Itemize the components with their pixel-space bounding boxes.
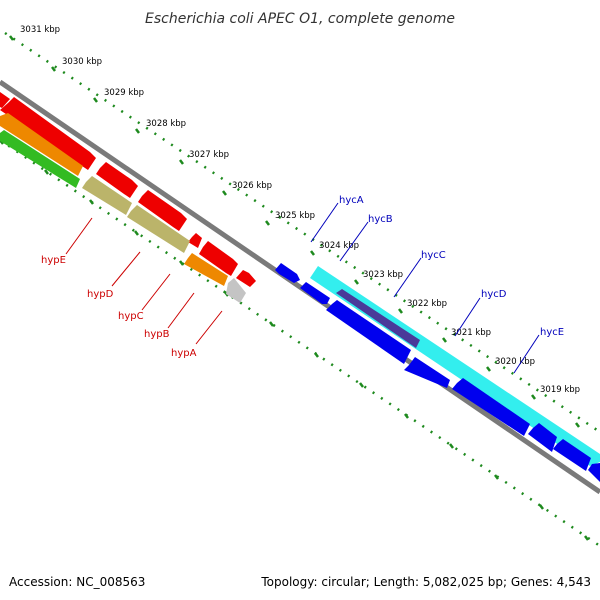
scale-label: 3024 kbp [319,241,359,251]
blue-gene-feature [588,463,600,482]
scale-label: 3021 kbp [451,328,491,338]
gene-labels-right: hycA hycB hycC hycD hycE [339,195,564,338]
blue-gene-feature [553,439,591,471]
scale-tick-inner [539,504,544,510]
red-gene-feature [138,190,187,231]
scale-label: 3030 kbp [62,57,102,67]
scale-label: 3026 kbp [232,181,272,191]
ruler-inner-dots [0,138,600,548]
leader-line [454,297,481,337]
map-title: Escherichia coli APEC O1, complete genom… [145,11,455,27]
scale-tick [222,190,227,196]
gene-label-hycE: hycE [540,327,564,338]
olive-gene-feature [82,176,132,215]
scale-label: 3023 kbp [363,270,403,280]
scale-tick-inner [449,443,454,449]
gene-label-hycB: hycB [368,214,393,225]
scale-label: 3025 kbp [275,211,315,221]
red-gene-feature [199,241,238,276]
scale-label: 3022 kbp [407,299,447,309]
gene-label-leaders [65,202,540,374]
leader-line [141,273,171,311]
backbone-line [0,79,600,495]
scale-tick-inner [494,474,499,480]
scale-tick [442,337,447,343]
green-gene-feature [0,130,80,188]
blue-gene-feature [326,300,411,364]
ruler-inner [0,138,600,548]
scale-tick [575,422,580,428]
scale-label: 3020 kbp [495,357,535,367]
leader-line [65,217,93,255]
leader-line [513,334,540,374]
accession-text: Accession: NC_008563 [9,575,145,589]
leader-line [111,251,141,287]
reverse-features [0,113,600,482]
genome-summary-text: Topology: circular; Length: 5,082,025 bp… [260,575,591,589]
scale-labels: 3031 kbp 3030 kbp 3029 kbp 3028 kbp 3027… [20,25,580,395]
orange-gene-feature [0,113,83,176]
scale-tick [354,279,359,285]
scale-tick-inner [89,199,94,205]
scale-label: 3029 kbp [104,88,144,98]
scale-tick [486,366,491,372]
scale-tick [93,97,98,103]
gene-label-hycA: hycA [339,195,364,206]
blue-gene-feature [275,263,300,283]
red-gene-feature [236,270,256,287]
gene-label-hypD: hypD [87,289,114,300]
orange-gene-feature [184,253,228,286]
scale-label: 3027 kbp [189,150,229,160]
scale-tick [9,35,14,41]
red-gene-feature [188,233,202,248]
scale-tick-inner [314,352,319,358]
scale-ticks [0,35,589,541]
scale-tick [135,128,140,134]
gene-label-hycD: hycD [481,289,507,300]
gene-label-hypB: hypB [144,329,170,340]
purple-gene-feature [336,289,420,348]
gene-label-hypC: hypC [118,311,144,322]
backbone [0,79,600,495]
scale-tick-inner [44,169,49,175]
scale-tick [265,220,270,226]
scale-tick-inner [404,413,409,419]
red-gene-feature [96,162,138,198]
scale-label: 3019 kbp [540,385,580,395]
gene-label-hypE: hypE [41,255,66,266]
scale-tick-inner [134,230,139,236]
blue-gene-feature [452,378,530,436]
olive-gene-feature [127,205,190,253]
red-gene-feature [0,92,10,108]
grey-gene-feature [226,278,246,303]
scale-tick [179,159,184,165]
scale-tick [398,308,403,314]
scale-tick-inner [359,382,364,388]
blue-gene-feature [300,282,330,304]
gene-label-hypA: hypA [171,348,197,359]
scale-label: 3028 kbp [146,119,186,129]
ruler-outer [4,31,600,434]
scale-tick-inner [179,260,184,266]
leader-line [167,292,195,329]
leader-line [195,310,223,345]
leader-line [310,202,339,243]
ruler-outer-dots [4,31,600,434]
gene-label-hycC: hycC [421,250,446,261]
forward-features [0,92,600,466]
leader-line [339,221,369,262]
blue-gene-feature [528,423,557,452]
scale-tick-inner [584,535,589,541]
scale-tick-inner [269,321,274,327]
scale-label: 3031 kbp [20,25,60,35]
scale-tick [51,66,56,72]
scale-tick [310,250,315,256]
scale-tick [531,394,536,400]
red-gene-feature [0,97,96,170]
blue-gene-feature [404,357,450,388]
cyan-gene-feature [310,266,600,466]
leader-line [393,257,422,298]
gene-labels-left: hypE hypD hypC hypB hypA [41,255,197,359]
